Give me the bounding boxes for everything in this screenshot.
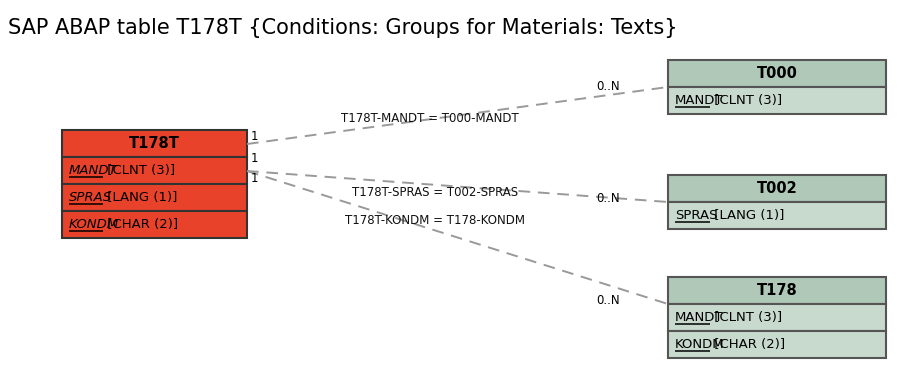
Text: 0..N: 0..N <box>597 81 620 93</box>
Bar <box>62 130 247 157</box>
Text: [CHAR (2)]: [CHAR (2)] <box>103 218 178 231</box>
Text: KONDM: KONDM <box>69 218 119 231</box>
Bar <box>62 184 247 211</box>
Text: 0..N: 0..N <box>597 294 620 307</box>
Text: T000: T000 <box>756 66 798 81</box>
Bar <box>668 304 886 331</box>
Text: MANDT: MANDT <box>69 164 118 177</box>
Text: 0..N: 0..N <box>597 192 620 204</box>
Text: 1: 1 <box>251 130 259 143</box>
Bar <box>668 175 886 202</box>
Bar <box>62 157 247 184</box>
Text: [LANG (1)]: [LANG (1)] <box>710 209 785 222</box>
Text: SPRAS: SPRAS <box>69 191 112 204</box>
Text: T002: T002 <box>757 181 798 196</box>
Text: KONDM: KONDM <box>675 338 725 351</box>
Text: [CLNT (3)]: [CLNT (3)] <box>710 311 782 324</box>
Bar <box>668 277 886 304</box>
Text: SPRAS: SPRAS <box>675 209 717 222</box>
Text: MANDT: MANDT <box>675 311 724 324</box>
Text: [CLNT (3)]: [CLNT (3)] <box>103 164 175 177</box>
Text: T178T-KONDM = T178-KONDM: T178T-KONDM = T178-KONDM <box>345 213 525 227</box>
Text: 1: 1 <box>251 153 259 166</box>
Text: 1: 1 <box>251 172 259 184</box>
Bar <box>62 211 247 238</box>
Bar <box>668 202 886 229</box>
Bar <box>668 331 886 358</box>
Text: T178T-MANDT = T000-MANDT: T178T-MANDT = T000-MANDT <box>341 112 519 124</box>
Text: MANDT: MANDT <box>675 94 724 107</box>
Text: SAP ABAP table T178T {Conditions: Groups for Materials: Texts}: SAP ABAP table T178T {Conditions: Groups… <box>8 18 678 38</box>
Text: [CLNT (3)]: [CLNT (3)] <box>710 94 782 107</box>
Bar <box>668 60 886 87</box>
Text: [CHAR (2)]: [CHAR (2)] <box>710 338 785 351</box>
Text: T178T-SPRAS = T002-SPRAS: T178T-SPRAS = T002-SPRAS <box>352 187 518 199</box>
Text: T178: T178 <box>757 283 798 298</box>
Text: [LANG (1)]: [LANG (1)] <box>103 191 178 204</box>
Bar <box>668 87 886 114</box>
Text: T178T: T178T <box>129 136 180 151</box>
